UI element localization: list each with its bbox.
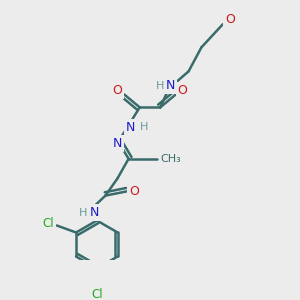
- Text: H: H: [140, 122, 148, 132]
- Text: Cl: Cl: [43, 217, 55, 230]
- Text: H: H: [156, 81, 164, 91]
- Text: N: N: [90, 206, 99, 219]
- Text: H: H: [79, 208, 87, 218]
- Text: N: N: [113, 137, 122, 150]
- Text: O: O: [178, 84, 188, 97]
- Text: O: O: [112, 84, 122, 97]
- Text: N: N: [126, 121, 135, 134]
- Text: N: N: [166, 80, 175, 92]
- Text: O: O: [129, 185, 139, 198]
- Text: CH₃: CH₃: [160, 154, 181, 164]
- Text: Cl: Cl: [91, 288, 103, 300]
- Text: O: O: [225, 14, 235, 26]
